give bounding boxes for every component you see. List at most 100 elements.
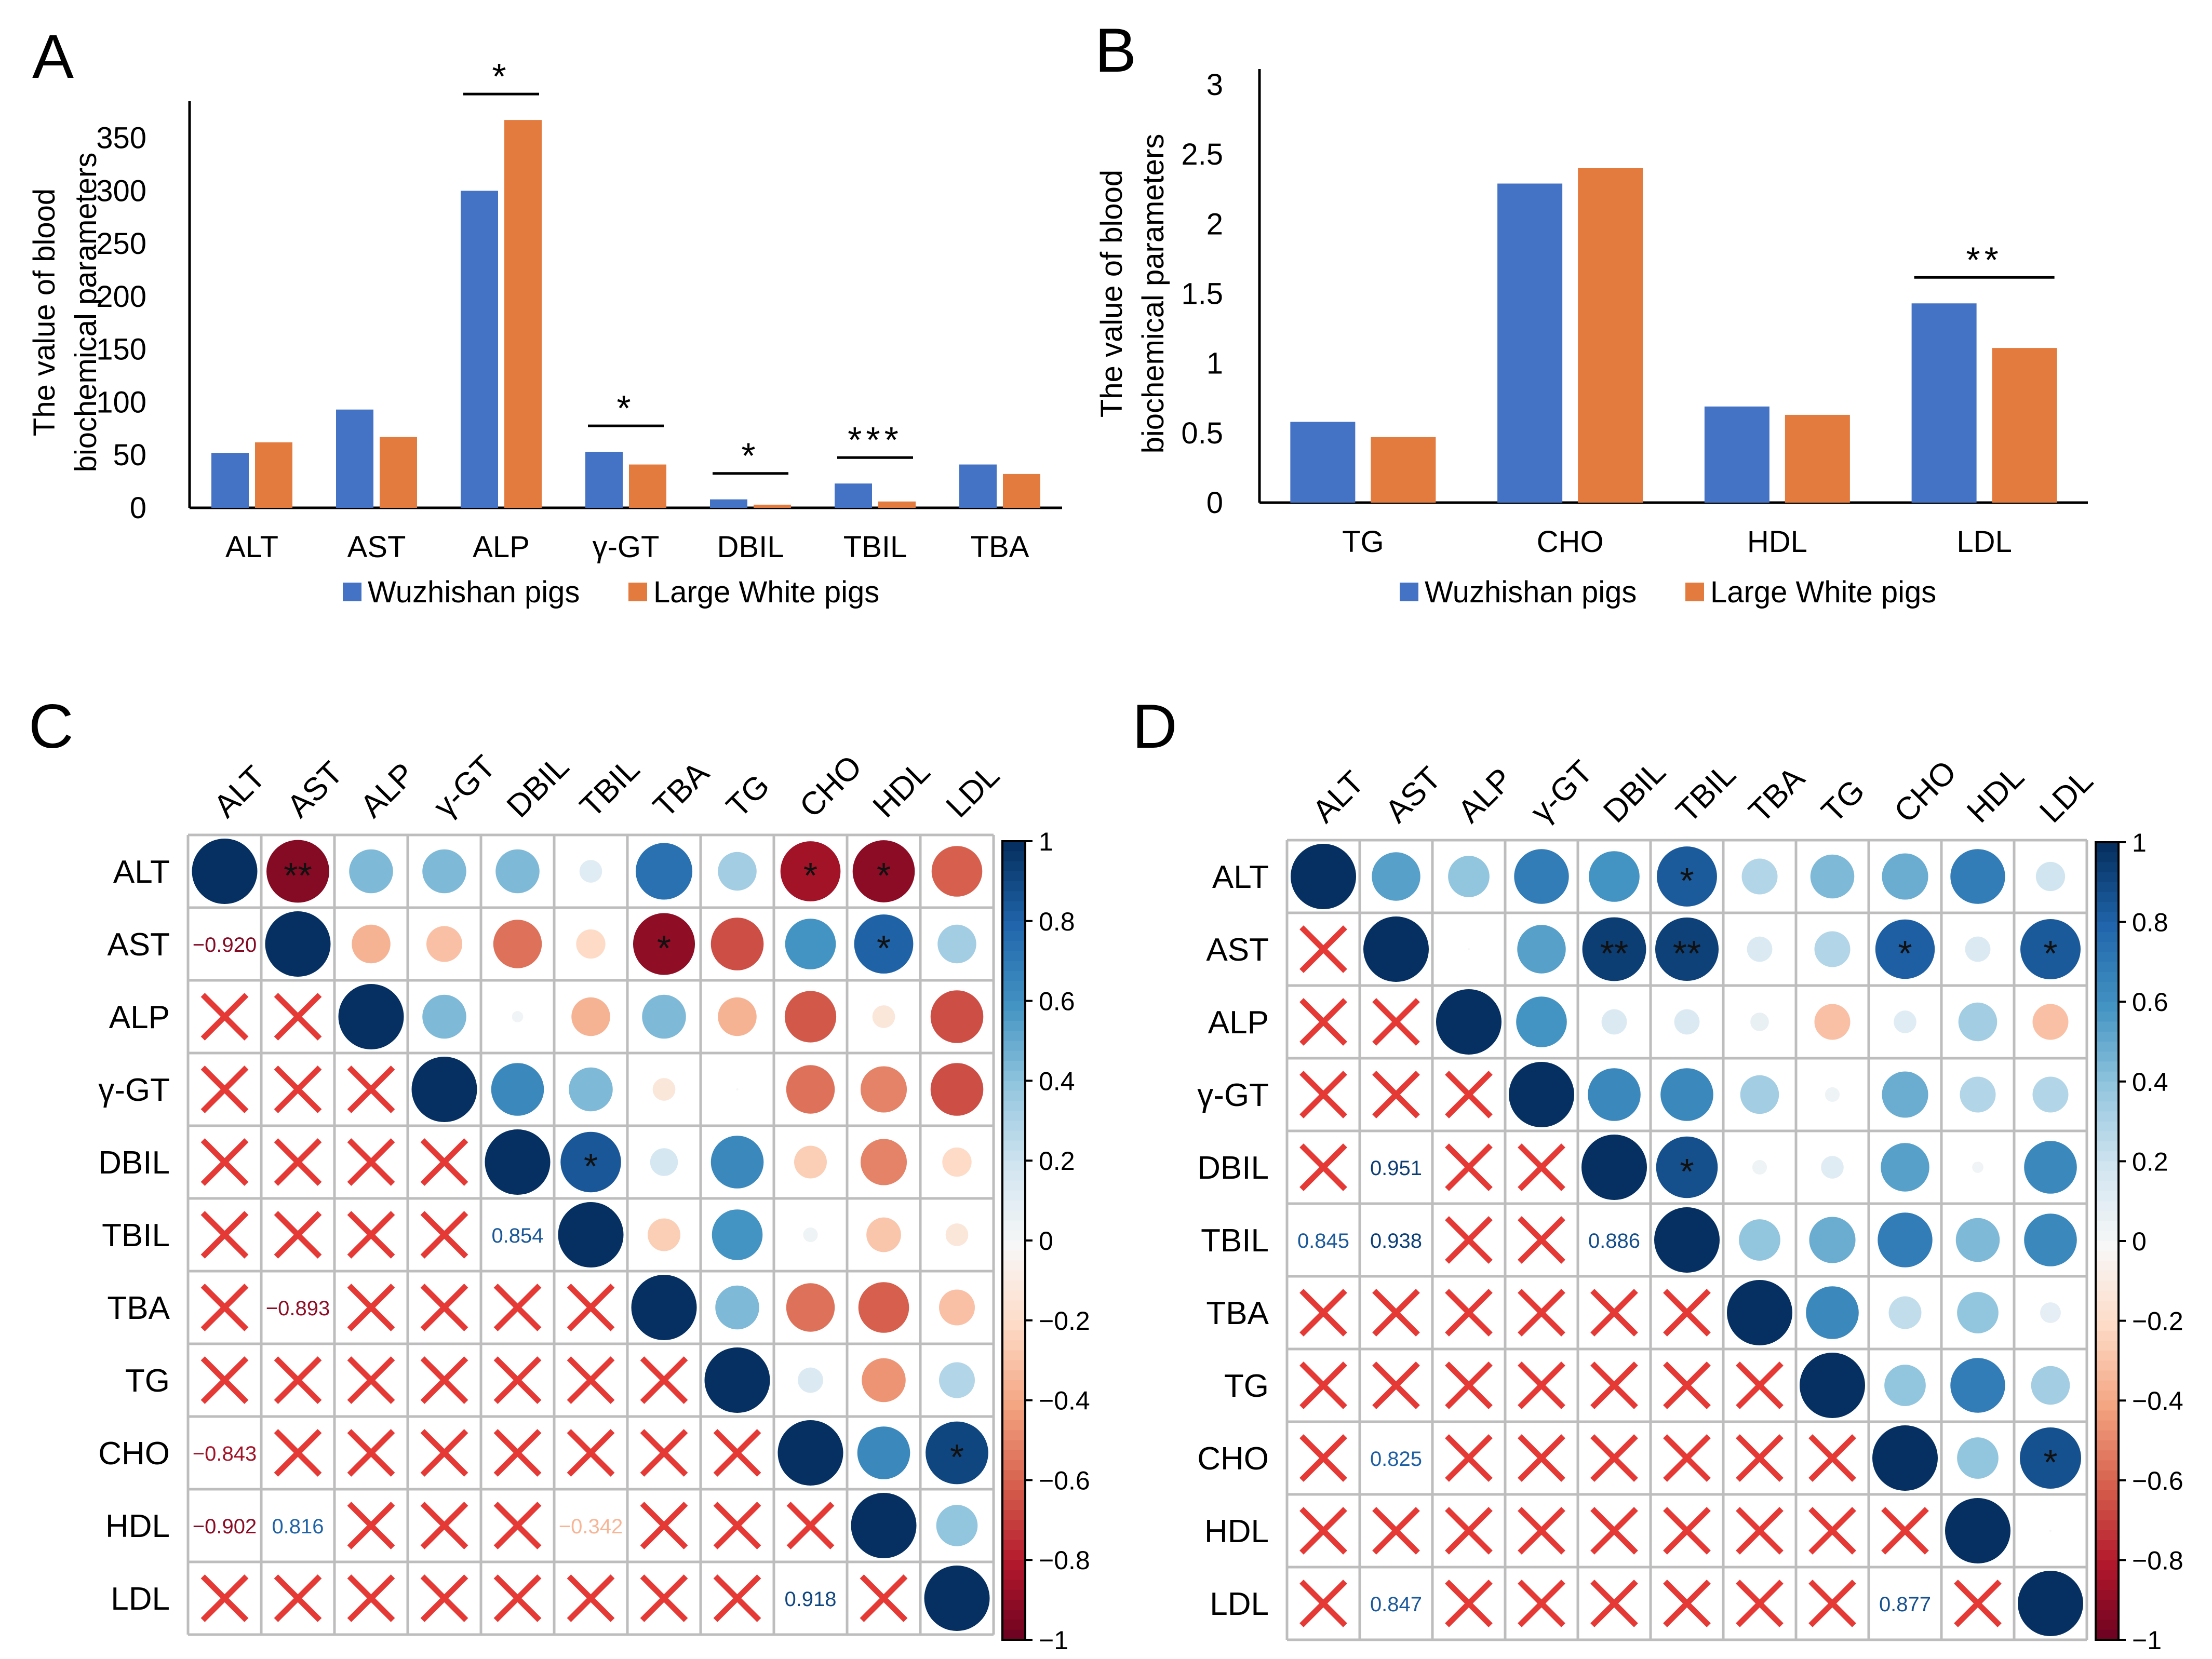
not-significant-cross [1736,1507,1784,1555]
correlation-circle [1517,925,1566,974]
not-significant-cross [274,1574,322,1622]
colorbar-segment [1002,1180,1025,1191]
correlation-circle [569,1067,613,1112]
colorbar-segment [1002,1570,1025,1581]
colorbar-segment [1002,1330,1025,1341]
correlation-circle [930,1063,984,1116]
colorbar-segment [2096,1380,2119,1391]
colorbar-segment [2096,1061,2119,1072]
column-label: TBA [1742,760,1812,830]
colorbar-tick-label: 0.8 [1039,907,1075,936]
column-label: TG [720,767,777,825]
not-significant-cross [420,1502,468,1549]
colorbar-segment [1002,1190,1025,1202]
correlation-circle [650,1148,678,1176]
colorbar-segment [1002,981,1025,992]
colorbar-segment [1002,1510,1025,1521]
diagonal-circle [1363,916,1429,982]
not-significant-cross [493,1502,542,1549]
column-label: γ-GT [1524,754,1600,830]
significance-marker: ** [1673,933,1701,974]
correlation-circle [1958,1002,1997,1042]
correlation-circle [512,1011,524,1022]
colorbar-segment [2096,1201,2119,1212]
diagonal-circle [338,984,404,1049]
bar-TG-largewhite [1371,437,1436,503]
correlation-circle [852,840,915,902]
diagonal-circle [265,911,331,977]
colorbar-segment [1002,961,1025,972]
correlation-circle [422,849,466,894]
not-significant-cross [1518,1580,1565,1627]
not-significant-cross [640,1574,688,1622]
y-axis-label-line2: biochemical parameters [1136,134,1170,454]
colorbar-segment [2096,1021,2119,1032]
colorbar-tick-label: 0 [1039,1226,1053,1256]
row-label: γ-GT [98,1072,170,1108]
not-significant-cross [1445,1143,1493,1191]
significance-marker: * [1680,1151,1694,1192]
colorbar-segment [2096,1161,2119,1172]
colorbar-segment [2096,1341,2119,1352]
colorbar-segment [1002,1150,1025,1162]
correlation-value: 0.847 [1370,1593,1422,1616]
row-label: ALT [113,854,170,890]
diagonal-circle [2018,1571,2083,1636]
correlation-circle [1821,1156,1844,1179]
colorbar-segment [1002,861,1025,872]
colorbar-segment [1002,1629,1025,1640]
correlation-panel-d: ALTALTASTASTALPALPγ-GTγ-GTDBILDBILTBILTB… [1197,754,2183,1655]
colorbar-segment [2096,1520,2119,1531]
correlation-circle [352,924,391,964]
not-significant-cross [713,1574,761,1622]
correlation-circle [1657,846,1717,907]
correlation-circle [1810,854,1855,899]
colorbar-tick-label: 0.2 [2132,1147,2168,1176]
colorbar-segment [1002,1111,1025,1122]
colorbar-segment [1002,1100,1025,1112]
colorbar-segment [1002,1520,1025,1531]
bar-AST-largewhite [380,437,417,508]
colorbar-segment [2096,882,2119,893]
correlation-circle [1950,849,2005,904]
x-tick-label: ALP [473,530,530,564]
colorbar-segment [2096,992,2119,1003]
colorbar-segment [2096,1280,2119,1291]
colorbar-segment [1002,1589,1025,1601]
not-significant-cross [1736,1434,1784,1482]
significance-marker: * [616,388,635,428]
colorbar-segment [1002,1230,1025,1241]
not-significant-cross [1299,1143,1347,1191]
colorbar-segment [1002,931,1025,942]
x-tick-label: AST [347,530,406,564]
colorbar-segment [2096,1171,2119,1182]
colorbar-segment [2096,1251,2119,1262]
correlation-circle [266,840,329,903]
correlation-value: 0.877 [1879,1593,1931,1616]
colorbar-segment [2096,1051,2119,1062]
colorbar-tick-label: 0.4 [2132,1068,2168,1097]
not-significant-cross [640,1429,688,1477]
colorbar-segment [2096,1131,2119,1142]
colorbar-tick-label: 1 [2132,828,2147,857]
correlation-circle [857,1426,910,1479]
colorbar-segment [2096,1510,2119,1521]
colorbar-segment [2096,1500,2119,1511]
colorbar-segment [2096,1590,2119,1601]
bar-DBIL-wuzhishan [710,499,747,508]
colorbar-tick-label: −1 [1039,1626,1068,1655]
colorbar-segment [2096,1002,2119,1013]
panel-label-b: B [1095,16,1136,85]
column-label: HDL [866,753,937,824]
y-axis-label-line2: biochemical parameters [69,153,103,473]
colorbar-segment [1002,941,1025,952]
colorbar-segment [2096,1311,2119,1321]
not-significant-cross [420,1138,468,1186]
not-significant-cross [1518,1434,1565,1482]
correlation-value: −0.893 [266,1297,330,1320]
colorbar-segment [1002,970,1025,982]
significance-marker: * [584,1146,598,1186]
colorbar-tick-label: −0.6 [2132,1466,2183,1495]
bar-TBA-largewhite [1003,474,1040,508]
correlation-circle [2020,1427,2081,1489]
